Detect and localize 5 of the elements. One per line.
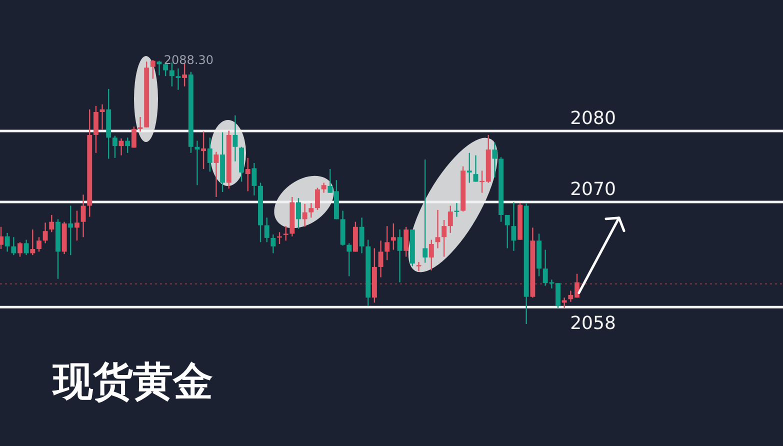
- annotation: 2080: [570, 108, 616, 130]
- annotation: 2070: [570, 179, 616, 200]
- annotation: 2058: [570, 313, 616, 334]
- text: 现货黄金: [51, 358, 213, 405]
- annotation: 2088.30: [164, 53, 214, 67]
